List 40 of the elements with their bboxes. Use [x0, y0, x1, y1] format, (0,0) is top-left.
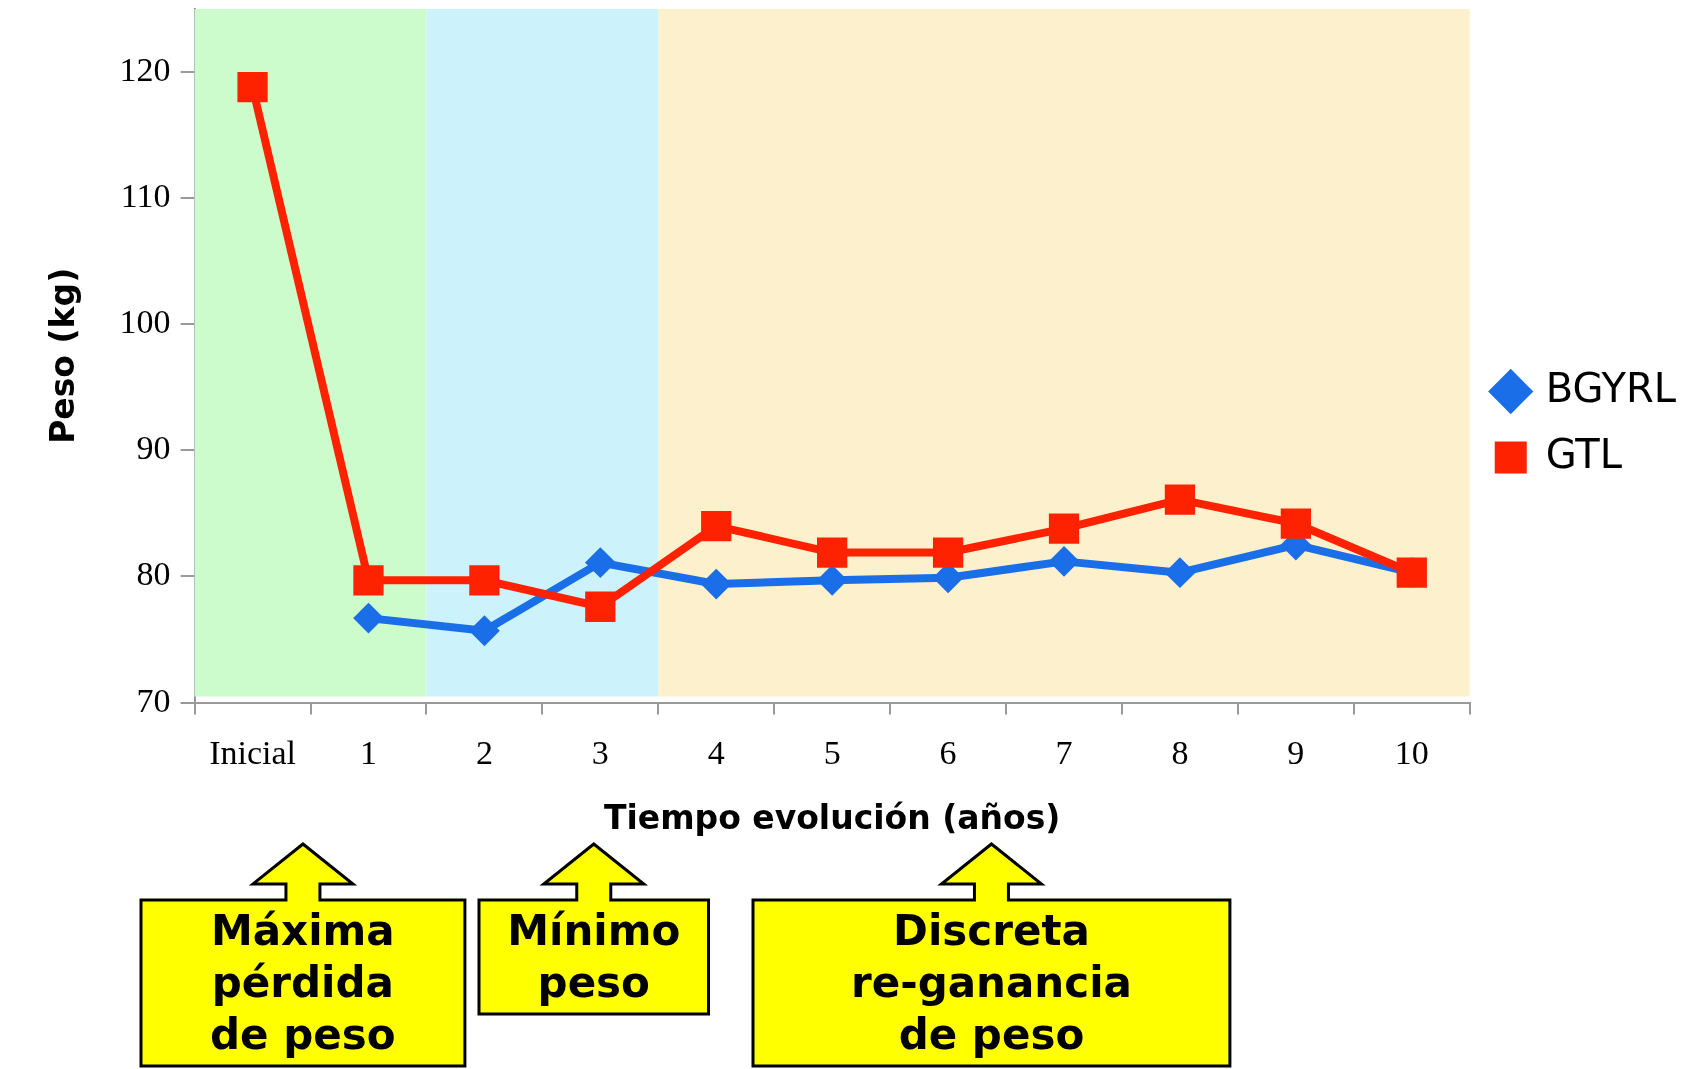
y-tick-label: 110 — [120, 177, 171, 215]
x-tick-label: 1 — [359, 733, 377, 771]
point — [817, 537, 848, 568]
point — [585, 547, 616, 578]
point — [1048, 513, 1080, 544]
text: Discreta re-ganancia de peso — [851, 905, 1132, 1061]
x-tick-label: 5 — [823, 733, 841, 771]
point — [1049, 546, 1080, 577]
point — [1280, 508, 1312, 539]
legend-label: BGYRL — [1545, 364, 1677, 411]
y-axis-title: Peso (kg) — [43, 267, 83, 444]
point — [237, 72, 268, 103]
point — [469, 565, 500, 596]
point — [353, 565, 384, 596]
legend-label: GTL — [1545, 430, 1623, 477]
y-tick-label: 120 — [119, 50, 171, 88]
y-tick-label: 90 — [136, 429, 171, 467]
x-tick-label: 2 — [475, 733, 493, 771]
x-tick-label: Inicial — [209, 733, 296, 771]
x-tick-label: 10 — [1394, 733, 1429, 771]
x-tick-label: 6 — [939, 733, 957, 771]
y-tick-label: 100 — [119, 303, 171, 341]
x-tick-label: 7 — [1055, 733, 1073, 771]
text: Máxima pérdida de peso — [209, 905, 396, 1061]
y-tick-label: 70 — [136, 681, 171, 719]
point — [353, 603, 384, 634]
point — [701, 510, 732, 542]
point — [932, 537, 964, 568]
point — [469, 615, 500, 646]
point — [585, 591, 616, 622]
x-tick-label: 4 — [707, 733, 725, 771]
x-tick-label: 9 — [1287, 733, 1305, 771]
point — [1164, 484, 1196, 515]
x-tick-label: 3 — [591, 733, 609, 771]
point — [701, 569, 732, 600]
point — [1164, 557, 1195, 588]
x-tick-label: 8 — [1171, 733, 1189, 771]
text: Mínimo peso — [507, 905, 681, 1009]
x-axis-title: Tiempo evolución (años) — [603, 797, 1061, 837]
y-tick-label: 80 — [136, 555, 171, 593]
